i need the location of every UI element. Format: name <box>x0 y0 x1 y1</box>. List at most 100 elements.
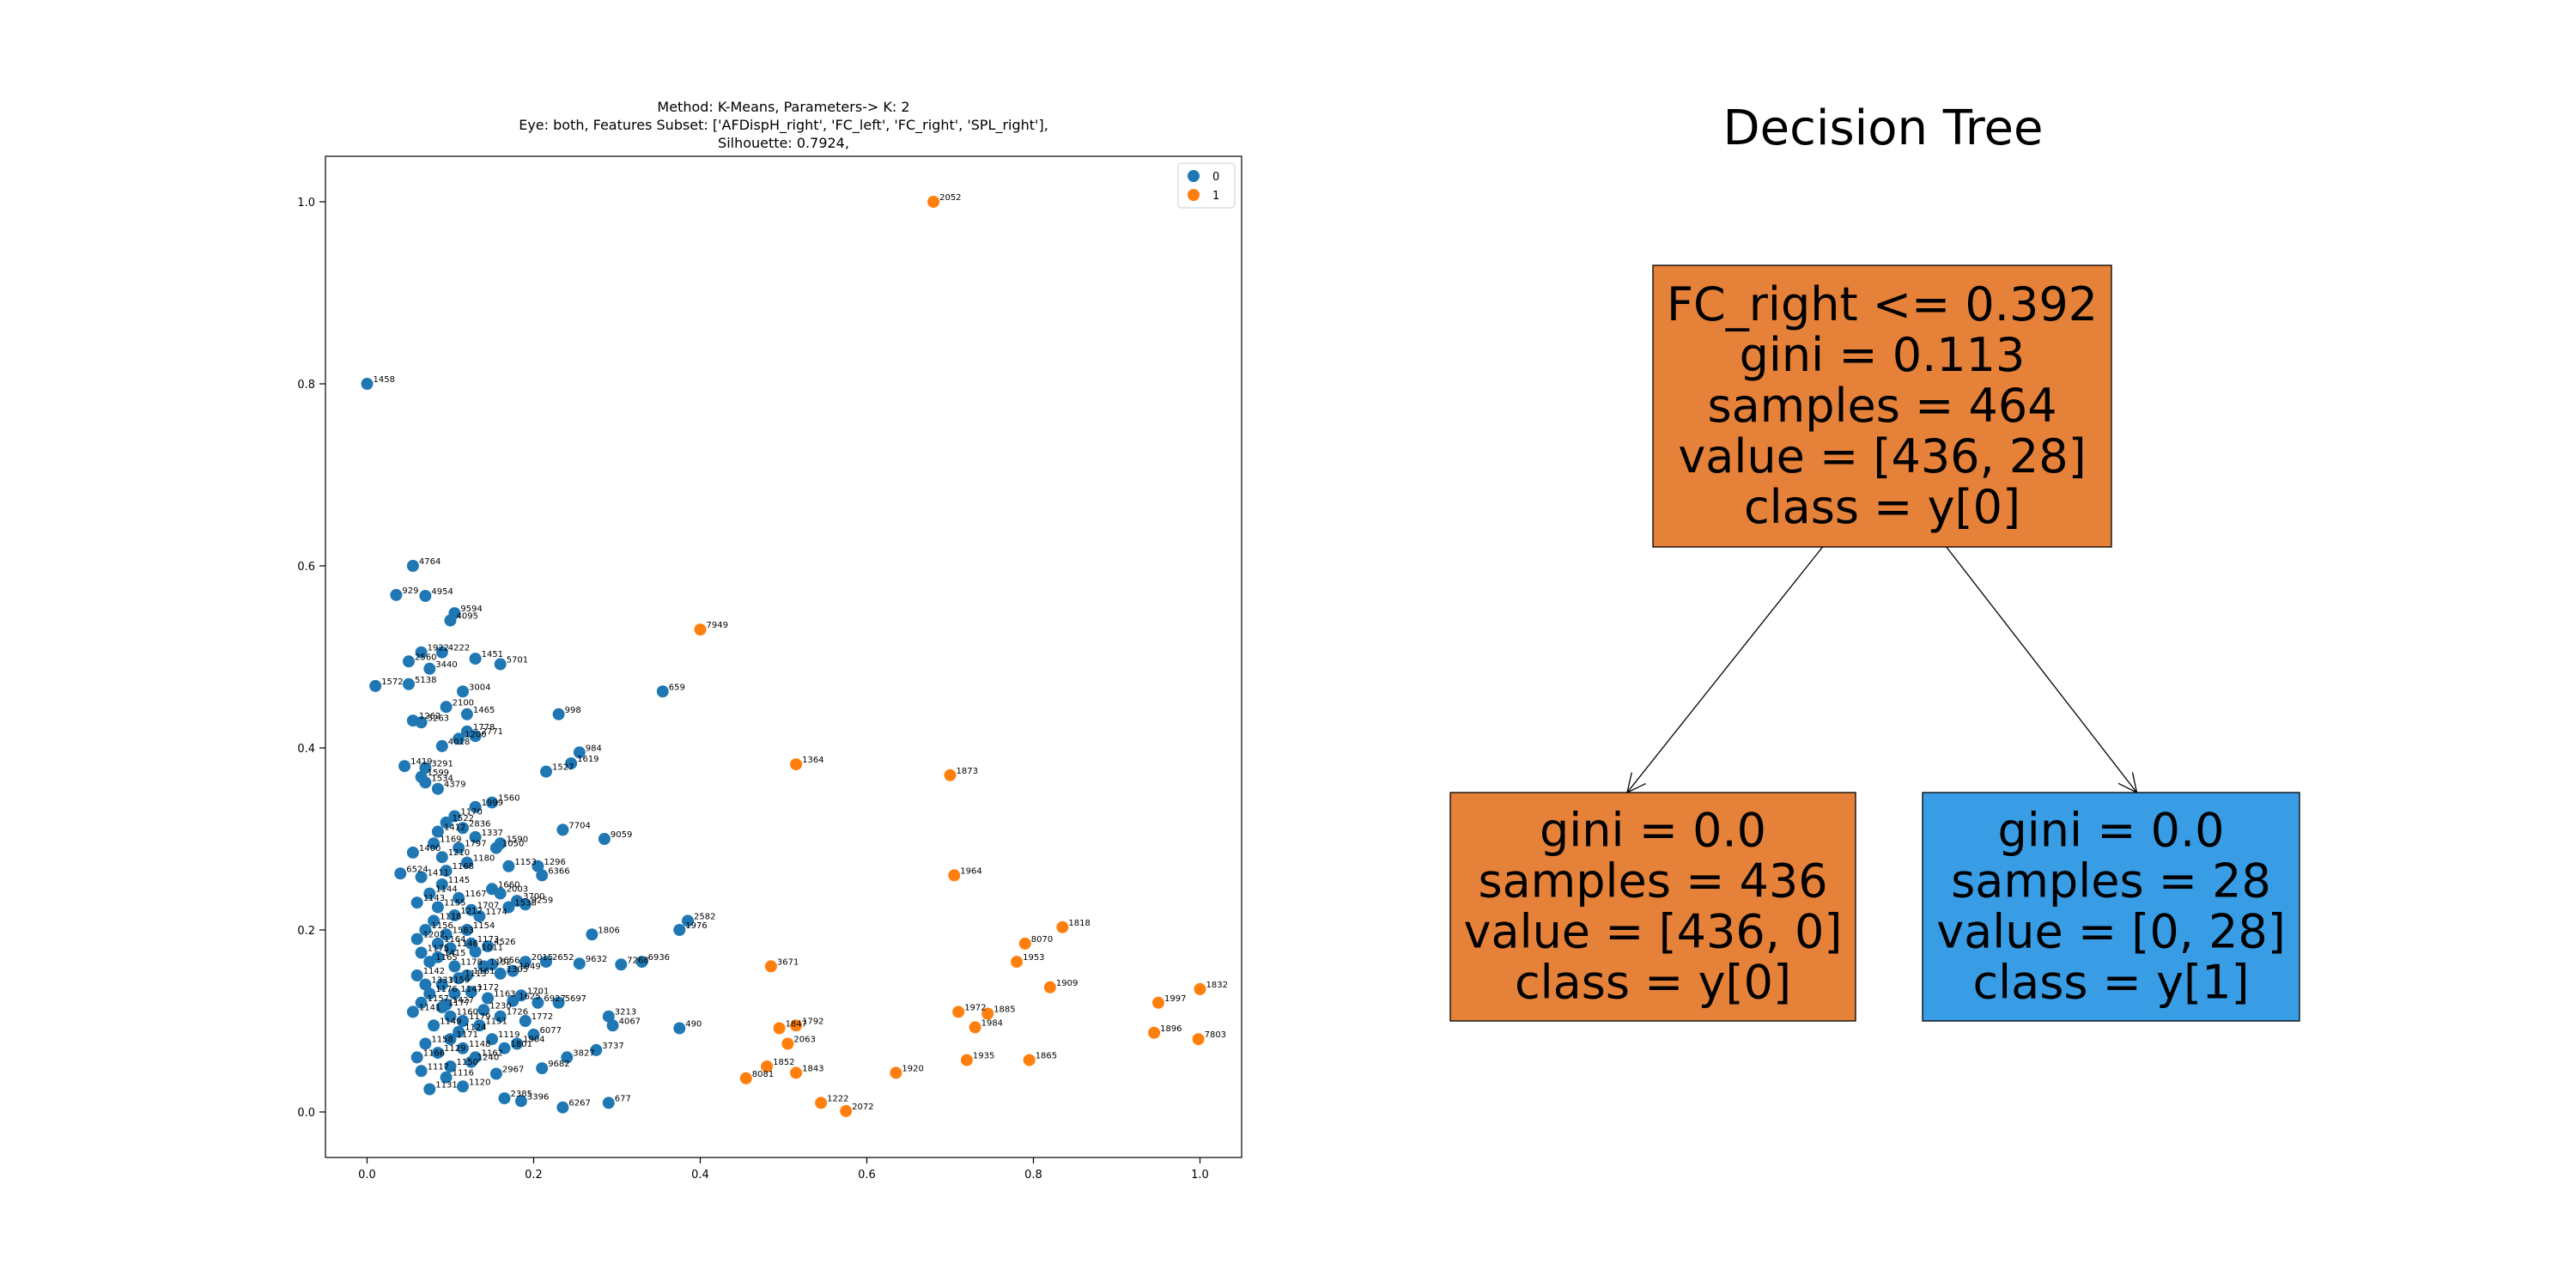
scatter-point-cluster-0 <box>423 1083 436 1096</box>
point-label: 1175 <box>428 945 449 954</box>
scatter-point-cluster-0 <box>448 909 461 921</box>
point-label: 9632 <box>586 955 607 964</box>
point-label: 659 <box>669 683 685 692</box>
scatter-point-cluster-0 <box>444 942 457 955</box>
x-axis: 0.0 0.2 0.4 0.6 0.8 1.0 <box>358 1157 1209 1182</box>
scatter-point-cluster-0 <box>428 1019 440 1032</box>
point-label: 1151 <box>485 1017 507 1026</box>
point-label: 1212 <box>460 907 482 916</box>
point-label: 7268 <box>627 956 648 965</box>
point-label: 3213 <box>615 1008 636 1018</box>
scatter-point-cluster-0 <box>415 1065 428 1078</box>
point-label: 1171 <box>457 1030 478 1040</box>
point-label: 7704 <box>568 821 590 830</box>
scatter-title-line: Eye: both, Features Subset: ['AFDispH_ri… <box>519 117 1048 134</box>
scatter-point-cluster-1 <box>1018 937 1031 950</box>
point-label: 5701 <box>507 656 528 665</box>
scatter-point-cluster-0 <box>532 996 544 1009</box>
scatter-point-cluster-0 <box>440 928 453 941</box>
scatter-point-cluster-0 <box>431 901 444 914</box>
scatter-point-cluster-1 <box>739 1072 752 1084</box>
scatter-point-cluster-0 <box>398 760 411 773</box>
point-label: 1152 <box>489 957 511 967</box>
point-label: 2052 <box>939 193 961 203</box>
point-label: 1158 <box>431 1036 453 1045</box>
scatter-point-cluster-0 <box>469 830 482 843</box>
point-label: 1305 <box>507 965 528 975</box>
point-label: 1176 <box>435 985 457 994</box>
scatter-point-cluster-0 <box>507 994 519 1007</box>
point-label: 2072 <box>852 1103 873 1112</box>
point-label: 1167 <box>465 890 486 899</box>
scatter-point-cluster-1 <box>764 960 777 973</box>
point-label: 4526 <box>494 938 515 947</box>
scatter-point-cluster-0 <box>435 1001 448 1014</box>
point-label: 1156 <box>431 921 453 931</box>
tree-node-line: value = [0, 28] <box>1936 905 2286 959</box>
point-label: 3671 <box>777 957 799 967</box>
scatter-point-cluster-0 <box>457 1080 469 1093</box>
point-label: 8081 <box>752 1070 774 1079</box>
scatter-point-cluster-0 <box>494 967 507 980</box>
point-label: 1984 <box>981 1018 1003 1028</box>
scatter-point-cluster-0 <box>565 757 578 769</box>
scatter-point-cluster-0 <box>431 1047 444 1060</box>
scatter-point-cluster-1 <box>1152 996 1164 1009</box>
scatter-point-cluster-0 <box>406 846 419 859</box>
scatter-point-cluster-0 <box>519 956 532 969</box>
point-label: 1625 <box>519 993 540 1002</box>
point-label: 1964 <box>960 866 981 876</box>
tree-node-box <box>1449 792 1856 1022</box>
point-label: 1806 <box>598 926 619 935</box>
scatter-point-cluster-0 <box>440 816 453 829</box>
scatter-point-cluster-1 <box>815 1097 828 1109</box>
point-label: 998 <box>565 706 581 715</box>
point-label: 6267 <box>568 1099 590 1109</box>
point-label: 1050 <box>502 840 524 849</box>
scatter-point-cluster-0 <box>465 986 477 999</box>
scatter-point-cluster-1 <box>1192 1033 1205 1046</box>
scatter-point-cluster-0 <box>403 655 415 668</box>
scatter-point-cluster-0 <box>556 1101 569 1114</box>
point-label: 5263 <box>428 714 449 723</box>
scatter-point-cluster-0 <box>552 996 565 1009</box>
x-tick-label: 0.4 <box>691 1169 709 1182</box>
point-label: 1922 <box>428 644 449 653</box>
scatter-point-cluster-0 <box>473 910 486 923</box>
point-label: 2836 <box>469 819 490 829</box>
scatter-point-cluster-0 <box>419 924 432 936</box>
tree-edge <box>1946 546 2138 793</box>
tree-node-line: gini = 0.0 <box>1998 804 2225 858</box>
tree-node-box <box>1922 792 2300 1022</box>
point-label: 1801 <box>511 1040 532 1049</box>
point-label: 3737 <box>602 1042 623 1051</box>
point-label: 1157 <box>428 994 449 1004</box>
point-label: 1660 <box>498 880 519 890</box>
point-label: 3700 <box>523 892 544 902</box>
point-label: 1172 <box>477 983 499 993</box>
point-label: 7949 <box>707 621 728 630</box>
point-label: 5138 <box>415 676 436 685</box>
point-label: 1920 <box>902 1064 923 1073</box>
tree-edge-arrowhead <box>2117 772 2138 794</box>
point-label: 984 <box>586 744 602 753</box>
point-label: 1117 <box>428 1062 449 1072</box>
scatter-point-cluster-0 <box>682 914 694 927</box>
point-label: 1116 <box>453 1069 474 1078</box>
tree-node-line: gini = 0.113 <box>1740 328 2026 382</box>
point-label: 1949 <box>519 963 540 972</box>
y-tick-label: 0.6 <box>297 561 315 574</box>
legend-marker-0 <box>1188 170 1200 182</box>
points-layer <box>361 196 1206 1117</box>
legend-marker-1 <box>1188 189 1200 201</box>
tree-node-line: FC_right <= 0.392 <box>1667 277 2098 331</box>
y-tick-label: 0.8 <box>297 379 315 392</box>
scatter-point-cluster-1 <box>790 1066 803 1079</box>
scatter-point-cluster-0 <box>507 964 519 977</box>
point-label: 1173 <box>477 935 499 945</box>
scatter-point-cluster-0 <box>435 978 448 991</box>
scatter-point-cluster-0 <box>519 898 532 911</box>
scatter-point-cluster-0 <box>457 822 469 835</box>
